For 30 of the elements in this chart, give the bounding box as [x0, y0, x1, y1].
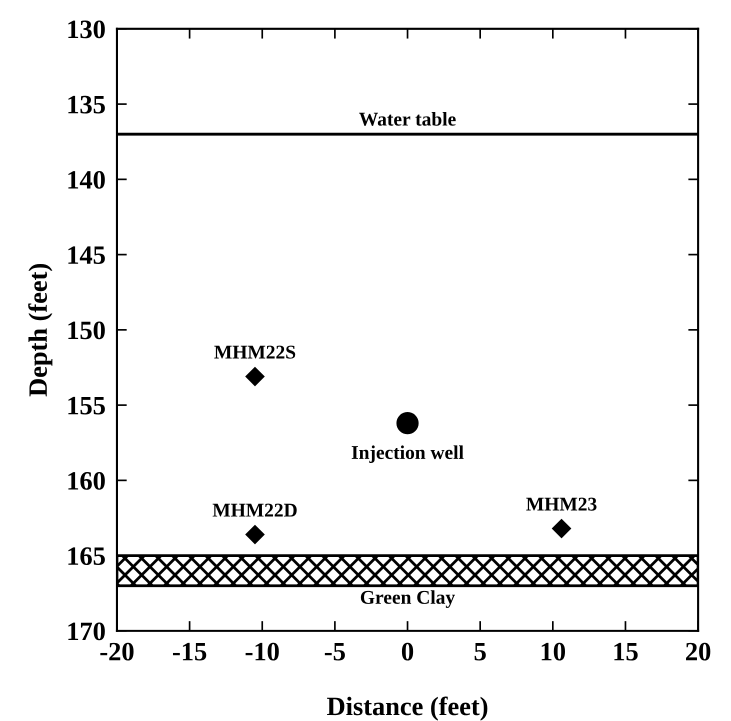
annotation: Injection well — [352, 445, 464, 464]
y-tick-label: 170 — [68, 622, 105, 640]
point — [396, 412, 419, 434]
y-axis-title: Depth (feet) — [28, 264, 52, 396]
annotation: MHM22S — [214, 346, 296, 359]
y-tick-label: 130 — [68, 20, 105, 38]
point — [245, 366, 265, 386]
x-tick-label: 10 — [542, 642, 566, 661]
ref-line-label: Water table — [359, 112, 456, 126]
y-tick-label: 135 — [68, 96, 105, 114]
x-tick-label: -10 — [246, 642, 279, 661]
x-tick-label: -20 — [100, 642, 134, 661]
point — [552, 518, 572, 538]
x-axis-title: Distance (feet) — [327, 696, 488, 721]
annotation: MHM22D — [212, 504, 297, 517]
y-tick-label: 140 — [68, 170, 105, 189]
point — [245, 525, 265, 544]
y-tick-label: 165 — [68, 547, 105, 566]
y-tick-label: 155 — [68, 396, 105, 415]
x-tick-label: 0 — [402, 642, 414, 661]
x-tick-label: 5 — [474, 643, 486, 661]
x-tick-label: 15 — [614, 642, 638, 661]
y-tick-label: 160 — [68, 472, 105, 490]
x-tick-label: 20 — [686, 642, 710, 661]
annotation: MHM23 — [526, 498, 597, 511]
y-tick-label: 145 — [68, 246, 105, 264]
x-tick-label: -15 — [172, 642, 206, 661]
band-label: Green Clay — [360, 590, 455, 608]
x-tick-label: -5 — [324, 643, 345, 661]
y-tick-label: 150 — [68, 321, 105, 340]
